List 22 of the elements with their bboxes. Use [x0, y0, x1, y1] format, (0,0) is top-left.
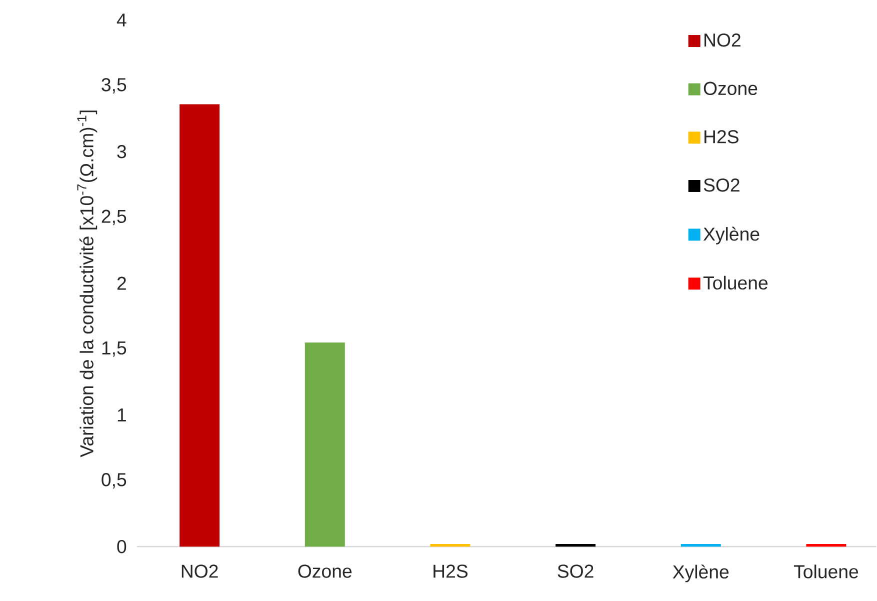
y-tick-label: 1,5 — [102, 342, 126, 357]
legend-label: H2S — [704, 130, 738, 144]
legend-label: Xylène — [703, 227, 760, 245]
x-tick-label: NO2 — [182, 564, 218, 578]
y-tick-label: 2 — [117, 276, 126, 290]
legend-label: SO2 — [704, 178, 740, 192]
x-tick-label: Ozone — [298, 564, 352, 578]
y-tick-label: 0,5 — [102, 473, 126, 489]
y-tick-label: 2,5 — [102, 210, 126, 226]
x-tick-label: H2S — [434, 564, 468, 578]
y-tick-label: 4 — [116, 14, 126, 27]
legend-label: Ozone — [704, 82, 758, 96]
x-tick-label: SO2 — [558, 564, 594, 578]
legend-label: Toluene — [703, 276, 768, 290]
y-tick-label: 1 — [118, 408, 126, 422]
x-tick-label: Xylène — [672, 564, 729, 582]
y-tick-label: 3,5 — [102, 78, 126, 94]
y-axis-title: Variation de la conductivité [x10$^{-7}$(Ω.cm)$^{-1}$] — [77, 110, 98, 458]
legend-label: NO2 — [704, 34, 740, 47]
y-tick-label: 0 — [117, 540, 126, 554]
y-tick-label: 3 — [117, 145, 126, 158]
x-tick-label: Toluene — [794, 564, 858, 579]
